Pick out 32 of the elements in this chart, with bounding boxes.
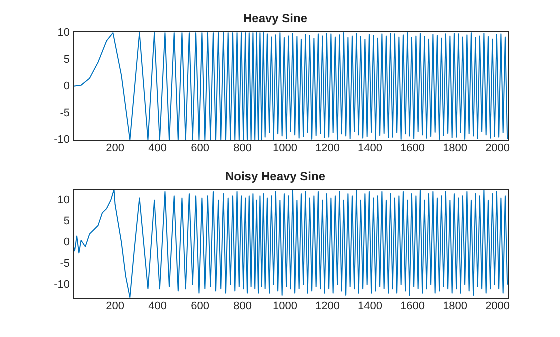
y-tick-label: 5 [64,54,70,66]
y-tick-label: 10 [58,27,70,40]
y-tick-label: -5 [60,258,70,270]
x-tick-label: 1800 [443,300,468,313]
y-tick-label: -10 [54,134,70,146]
x-tick-label: 600 [191,300,210,313]
y-tick-label: 0 [64,236,70,249]
y-tick-label: 5 [64,216,70,228]
chart-title: Heavy Sine [243,12,308,26]
x-tick-label: 2000 [486,142,510,155]
x-tick-label: 600 [191,142,210,155]
x-tick-label: 1200 [316,300,340,313]
chart-title: Noisy Heavy Sine [225,170,326,184]
x-tick-label: 200 [106,142,124,155]
y-tick-label: -5 [60,107,70,120]
x-tick-label: 200 [106,300,124,313]
x-tick-label: 800 [234,300,252,313]
x-tick-label: 1600 [400,300,426,313]
x-tick-label: 1600 [400,142,426,155]
x-tick-label: 1800 [443,142,468,155]
y-tick-label: 10 [58,194,70,206]
x-tick-label: 400 [148,300,167,313]
x-tick-label: 400 [148,142,167,155]
x-tick-label: 2000 [486,300,510,313]
x-tick-label: 800 [234,142,252,155]
x-tick-label: 1000 [273,142,298,155]
y-tick-label: -10 [54,278,70,291]
x-tick-label: 1400 [358,300,383,313]
x-tick-label: 1000 [273,300,298,313]
x-tick-label: 1200 [316,142,340,155]
y-tick-label: 0 [64,80,70,93]
x-tick-label: 1400 [358,142,383,155]
